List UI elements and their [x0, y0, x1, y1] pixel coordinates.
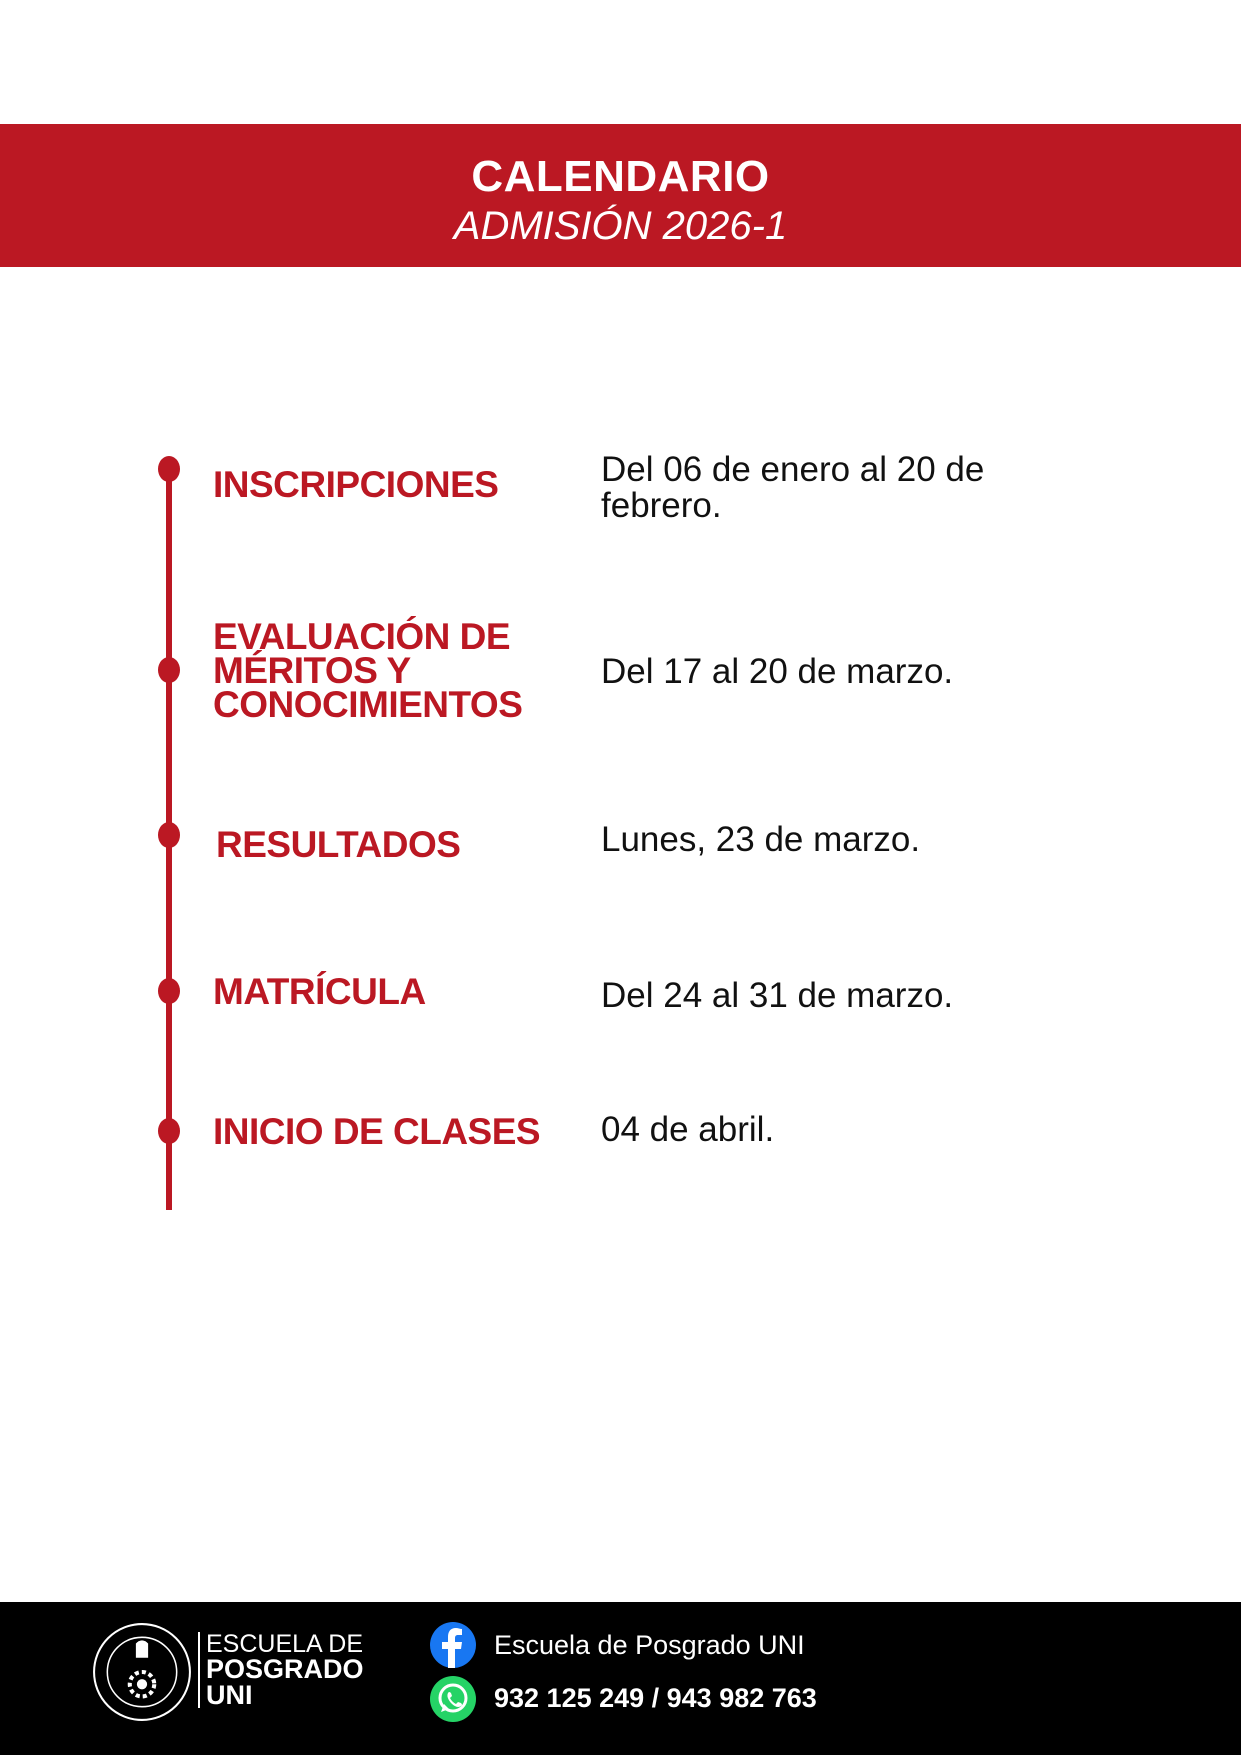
- phone-numbers: 932 125 249 / 943 982 763: [494, 1683, 817, 1713]
- whatsapp-icon[interactable]: [429, 1675, 477, 1723]
- facebook-page-link[interactable]: Escuela de Posgrado UNI: [494, 1630, 805, 1660]
- timeline-dot: [158, 456, 180, 482]
- timeline-date: Lunes, 23 de marzo.: [601, 820, 921, 859]
- timeline-date: 04 de abril.: [601, 1110, 775, 1149]
- logo-line: UNI: [206, 1680, 253, 1710]
- timeline-dot: [158, 1118, 180, 1144]
- timeline-label: RESULTADOS: [216, 824, 461, 865]
- timeline-dot: [158, 978, 180, 1004]
- timeline-label: EVALUACIÓN DE MÉRITOS Y CONOCIMIENTOS: [213, 616, 523, 725]
- school-logo-text: ESCUELA DE POSGRADO UNI: [198, 1630, 364, 1710]
- logo-line: POSGRADO: [206, 1654, 364, 1684]
- timeline-dot: [158, 822, 180, 848]
- timeline-label: INSCRIPCIONES: [213, 464, 499, 505]
- timeline-date: Del 24 al 31 de marzo.: [601, 976, 954, 1015]
- footer: ESCUELA DE POSGRADO UNI Escuela de Posgr…: [0, 1602, 1241, 1755]
- timeline-date: Del 17 al 20 de marzo.: [601, 652, 954, 691]
- timeline-label: INICIO DE CLASES: [213, 1111, 541, 1152]
- logo-line: ESCUELA DE: [206, 1630, 364, 1658]
- page-title: CALENDARIO: [471, 152, 770, 201]
- facebook-icon[interactable]: [429, 1621, 477, 1669]
- university-seal-icon: [93, 1623, 191, 1721]
- header-banner: CALENDARIO ADMISIÓN 2026-1: [0, 124, 1241, 267]
- page-subtitle: ADMISIÓN 2026-1: [453, 204, 788, 248]
- timeline-label: MATRÍCULA: [213, 971, 426, 1012]
- timeline-date: Del 06 de enero al 20 de febrero.: [601, 450, 985, 525]
- timeline-dot: [158, 657, 180, 683]
